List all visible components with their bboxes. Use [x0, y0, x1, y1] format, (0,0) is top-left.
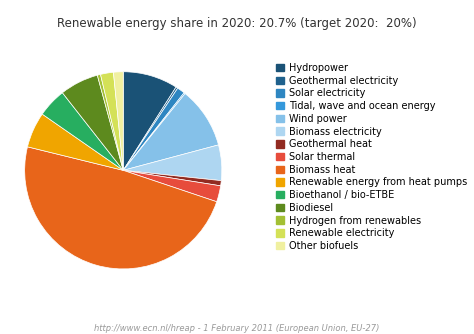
Wedge shape	[25, 147, 217, 269]
Wedge shape	[27, 114, 123, 170]
Legend: Hydropower, Geothermal electricity, Solar electricity, Tidal, wave and ocean ene: Hydropower, Geothermal electricity, Sola…	[274, 61, 469, 253]
Wedge shape	[100, 72, 123, 170]
Wedge shape	[123, 87, 178, 170]
Wedge shape	[123, 72, 176, 170]
Text: http://www.ecn.nl/hreap - 1 February 2011 (European Union, EU-27): http://www.ecn.nl/hreap - 1 February 201…	[94, 324, 380, 333]
Wedge shape	[123, 93, 185, 170]
Wedge shape	[123, 94, 219, 170]
Wedge shape	[123, 88, 184, 170]
Wedge shape	[97, 74, 123, 170]
Wedge shape	[113, 72, 123, 170]
Text: Renewable energy share in 2020: 20.7% (target 2020:  20%): Renewable energy share in 2020: 20.7% (t…	[57, 17, 417, 30]
Wedge shape	[123, 145, 222, 181]
Wedge shape	[42, 93, 123, 170]
Wedge shape	[123, 170, 220, 202]
Wedge shape	[63, 75, 123, 170]
Wedge shape	[123, 170, 221, 186]
